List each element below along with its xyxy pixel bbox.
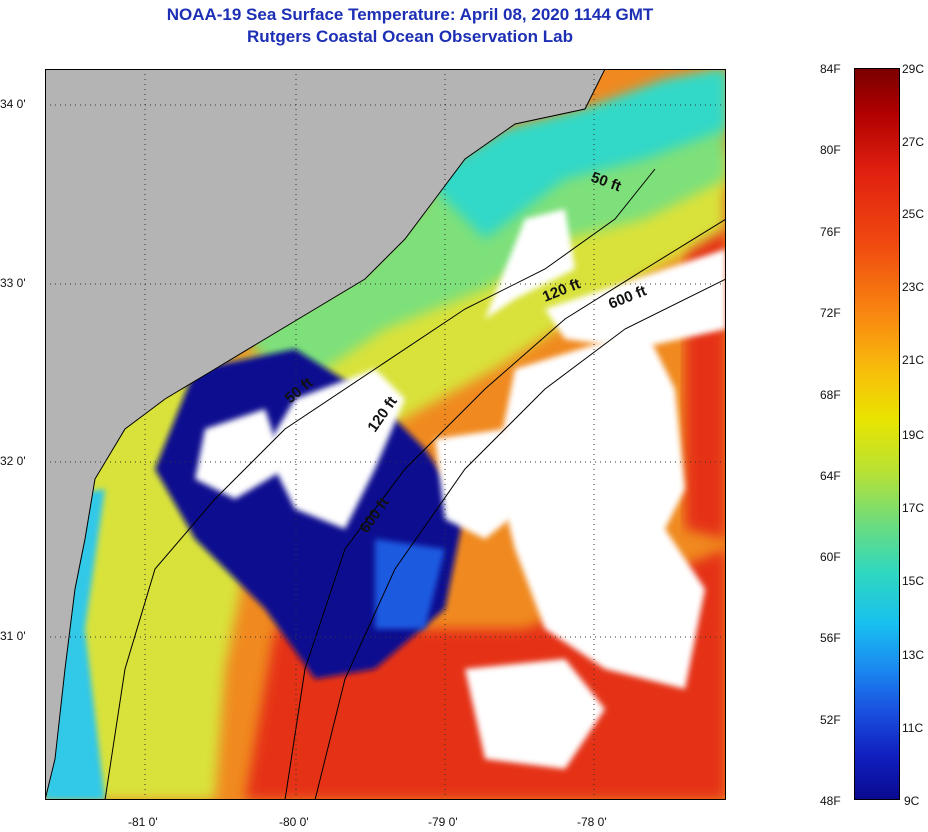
map-frame [45, 69, 726, 800]
lat-label-33: 33 0' [0, 276, 26, 290]
sst-map[interactable]: 50 ft 120 ft 600 ft 50 ft 120 ft 600 ft [45, 69, 726, 800]
colorbar-f-84: 84F [820, 62, 841, 76]
lat-label-32: 32 0' [0, 454, 26, 468]
map-subtitle: Rutgers Coastal Ocean Observation Lab [247, 27, 573, 46]
colorbar-f-80: 80F [820, 143, 841, 157]
cool-blue-patch [375, 539, 445, 629]
cloud-3 [495, 329, 705, 689]
colorbar-c-21: 21C [902, 353, 925, 367]
lon-label-79: -79 0' [428, 815, 458, 829]
colorbar-f-60: 60F [820, 550, 841, 564]
colorbar-c-29: 29C [902, 62, 925, 76]
colorbar-c-25: 25C [902, 207, 925, 221]
colorbar-f-72: 72F [820, 306, 841, 320]
cloud-2 [545, 249, 726, 349]
sst-map-canvas: 50 ft 120 ft 600 ft 50 ft 120 ft 600 ft [45, 69, 726, 800]
lon-label-78: -78 0' [577, 815, 607, 829]
cloud-1 [485, 209, 575, 319]
lat-label-34: 34 0' [0, 97, 26, 111]
cloud-5 [195, 409, 285, 499]
lat-label-31: 31 0' [0, 629, 26, 643]
temperature-colorbar [854, 68, 900, 800]
colorbar-c-27: 27C [902, 135, 925, 149]
cold-coastal-north [425, 69, 726, 239]
lon-label-81: -81 0' [128, 815, 158, 829]
colorbar-f-56: 56F [820, 631, 841, 645]
cloud-7 [465, 659, 605, 769]
contour-50ft [104, 168, 656, 800]
grid [45, 69, 726, 800]
contour-600ft [314, 278, 726, 800]
colorbar-c-15: 15C [902, 574, 925, 588]
colorbar-gradient [854, 68, 900, 800]
colorbar-c-23: 23C [902, 280, 925, 294]
colorbar-c-9: 9C [904, 794, 920, 808]
colorbar-f-68: 68F [820, 388, 841, 402]
map-title: NOAA-19 Sea Surface Temperature: April 0… [166, 5, 654, 24]
cloud-6 [435, 429, 535, 539]
coastline [45, 69, 606, 800]
lon-label-80: -80 0' [279, 815, 309, 829]
colorbar-f-48: 48F [820, 794, 841, 808]
colorbar-c-19: 19C [902, 428, 925, 442]
colorbar-c-11: 11C [902, 721, 924, 735]
colorbar-f-76: 76F [820, 225, 841, 239]
colorbar-c-17: 17C [902, 501, 925, 515]
cloud-4 [265, 369, 405, 529]
land [45, 69, 605, 800]
colorbar-f-64: 64F [820, 469, 841, 483]
colorbar-c-13: 13C [902, 648, 925, 662]
colorbar-f-52: 52F [820, 713, 841, 727]
